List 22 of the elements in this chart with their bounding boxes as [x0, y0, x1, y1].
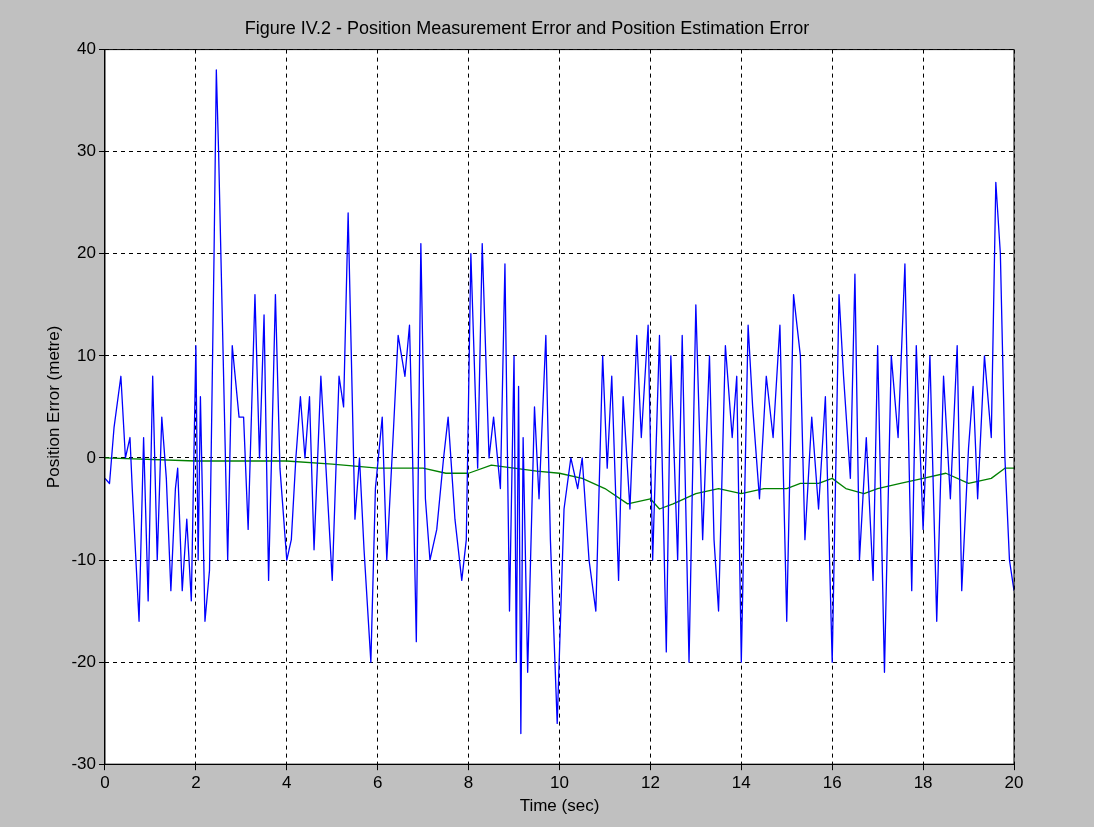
y-tick-label: 30	[77, 141, 96, 161]
x-tick-label: 4	[282, 773, 292, 793]
y-tick-label: -10	[71, 549, 96, 569]
x-tick-label: 20	[1004, 773, 1024, 793]
y-tick-label: -20	[71, 651, 96, 671]
x-tick-label: 10	[550, 773, 569, 793]
x-tick-label: 6	[372, 773, 383, 793]
x-tick-label: 8	[463, 773, 474, 793]
x-tick-label: 16	[822, 773, 842, 793]
x-tick-label: 14	[731, 773, 751, 793]
y-tick-label: -30	[71, 753, 96, 773]
y-tick-label: 0	[86, 447, 96, 467]
x-tick-label: 18	[913, 773, 933, 793]
y-tick-label: 40	[77, 39, 96, 59]
x-tick-label: 0	[100, 773, 110, 793]
y-tick-label: 10	[77, 345, 96, 365]
y-tick-label: 20	[77, 243, 96, 263]
x-tick-label: 2	[191, 773, 201, 793]
chart-title: Figure IV.2 - Position Measurement Error and Position Estimation Error	[244, 17, 810, 38]
x-axis-title: Time (sec)	[519, 796, 600, 816]
x-tick-label: 12	[640, 773, 660, 793]
y-axis-title: Position Error (metre)	[43, 325, 63, 489]
